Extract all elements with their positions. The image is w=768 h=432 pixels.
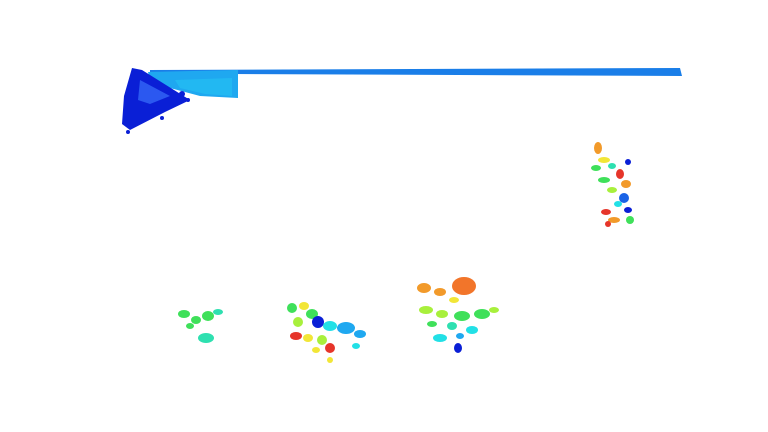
leaf xyxy=(614,201,622,207)
leaf xyxy=(213,309,223,315)
corner-triangle-inner xyxy=(138,80,170,104)
leaf xyxy=(299,302,309,310)
leaf xyxy=(317,335,327,345)
leaf xyxy=(434,288,446,296)
leaf xyxy=(419,306,433,314)
leaf xyxy=(323,321,337,331)
leaf xyxy=(293,317,303,327)
corner-dot xyxy=(126,130,130,134)
leaf xyxy=(433,334,447,342)
leaf xyxy=(198,333,214,343)
leaf xyxy=(624,207,632,213)
leaf xyxy=(312,347,320,353)
leaf xyxy=(325,343,335,353)
leaf xyxy=(456,333,464,339)
leaf xyxy=(290,332,302,340)
leaf xyxy=(186,323,194,329)
leaf xyxy=(202,311,214,321)
leaf xyxy=(608,217,620,223)
leaf xyxy=(625,159,631,165)
leaf xyxy=(417,283,431,293)
plant-cluster-1 xyxy=(178,309,223,343)
leaf xyxy=(327,357,333,363)
leaf xyxy=(616,169,624,179)
plant-cluster-3 xyxy=(417,277,499,353)
leaf xyxy=(619,193,629,203)
leaf xyxy=(454,343,462,353)
leaf xyxy=(303,334,313,342)
leaf xyxy=(337,322,355,334)
leaf xyxy=(466,326,478,334)
corner-dot xyxy=(179,91,185,97)
leaf xyxy=(608,163,616,169)
leaf xyxy=(474,309,490,319)
leaf xyxy=(178,310,190,318)
leaf xyxy=(621,180,631,188)
leaf xyxy=(287,303,297,313)
leaf xyxy=(452,277,476,295)
leaf xyxy=(607,187,617,193)
leaf xyxy=(352,343,360,349)
leaf xyxy=(601,209,611,215)
leaf xyxy=(489,307,499,313)
beam-panel-shade xyxy=(175,78,232,96)
leaf xyxy=(354,330,366,338)
leaf xyxy=(306,309,318,319)
corner-dot xyxy=(160,116,164,120)
leaf xyxy=(449,297,459,303)
beam-shape xyxy=(150,68,682,76)
leaf xyxy=(598,157,610,163)
beam-object xyxy=(148,68,682,98)
leaf xyxy=(626,216,634,224)
corner-dot xyxy=(186,98,190,102)
leaf xyxy=(454,311,470,321)
corner-cluster xyxy=(122,68,190,134)
leaf xyxy=(594,142,602,154)
plant-cluster-right xyxy=(591,142,634,227)
leaf xyxy=(436,310,448,318)
leaf xyxy=(312,316,324,328)
leaf xyxy=(605,221,611,227)
leaf xyxy=(598,177,610,183)
leaf xyxy=(447,322,457,330)
leaf xyxy=(191,316,201,324)
leaf xyxy=(591,165,601,171)
leaf xyxy=(427,321,437,327)
plant-cluster-2 xyxy=(287,302,366,363)
